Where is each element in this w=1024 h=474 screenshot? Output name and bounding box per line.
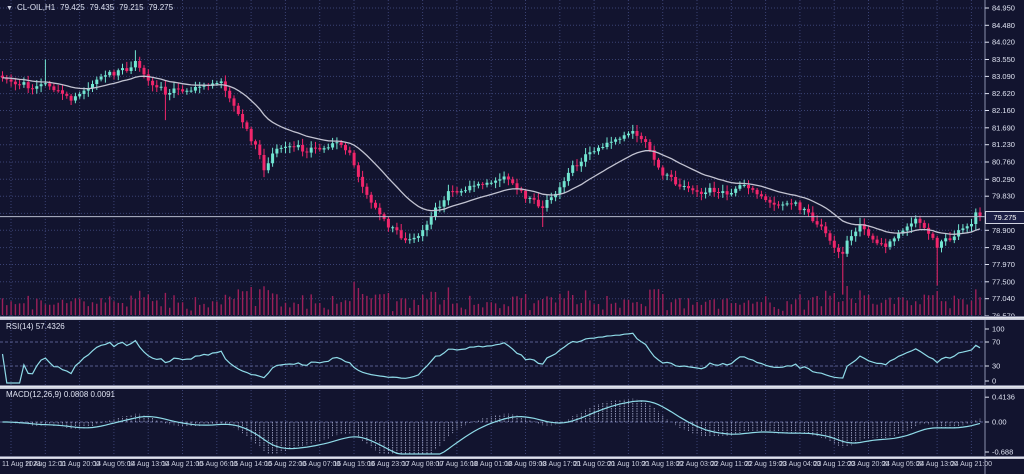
time-label: 15 Aug 22:00 — [264, 461, 307, 468]
time-label: 23 Aug 20:00 — [847, 461, 890, 468]
time-label: 14 Aug 05:00 — [93, 461, 135, 468]
rsi-tick-label: 100 — [992, 325, 1005, 334]
price-tick-label: 82.160 — [992, 106, 1015, 115]
time-label: 16 Aug 15:00 — [333, 461, 375, 468]
price-tick-label: 77.040 — [992, 294, 1015, 303]
time-label: 21 Aug 02:00 — [573, 461, 615, 468]
time-label: 22 Aug 11:00 — [710, 461, 752, 468]
rsi-name: RSI(14) — [6, 322, 34, 331]
quote-close: 79.275 — [148, 3, 174, 12]
time-label: 14 Aug 13:00 — [127, 461, 169, 468]
rsi-value: 57.4326 — [35, 322, 65, 331]
macd-histogram — [6, 398, 981, 454]
price-tick-label: 84.480 — [992, 21, 1015, 30]
time-label: 22 Aug 19:00 — [744, 461, 787, 468]
time-label: 24 Aug 13:00 — [916, 461, 958, 468]
current-price-badge: 79.275 — [985, 211, 1024, 224]
price-tick-label: 77.970 — [992, 260, 1015, 269]
price-tick-label: 81.690 — [992, 123, 1015, 132]
time-label: 21 Aug 18:00 — [642, 461, 684, 468]
main-chart-panel[interactable] — [0, 7, 985, 317]
symbol-marker-icon[interactable]: ▼ — [6, 5, 13, 12]
quote-overlay: ▼ CL-OIL,H1 79.425 79.435 79.215 79.275 — [6, 3, 173, 12]
rsi-tick-label: 0 — [992, 377, 996, 386]
macd-tick-label: 0.4136 — [992, 393, 1015, 402]
price-tick-label: 84.950 — [992, 4, 1015, 13]
price-tick-label: 80.760 — [992, 158, 1015, 167]
moving-average-line — [2, 75, 981, 235]
price-tick-label: 83.090 — [992, 72, 1015, 81]
price-tick-label: 77.500 — [992, 277, 1015, 286]
quote-low: 79.215 — [119, 3, 144, 12]
volume-bars — [1, 281, 981, 315]
price-tick-label: 84.020 — [992, 38, 1015, 47]
time-label: 16 Aug 07:00 — [299, 461, 341, 468]
time-label: 14 Aug 21:00 — [161, 461, 204, 468]
price-axis[interactable]: 84.950 84.480 84.020 83.550 83.090 82.620 82.1… — [984, 0, 1015, 474]
time-label: 23 Aug 04:00 — [779, 461, 821, 468]
time-label: 18 Aug 01:00 — [470, 461, 512, 468]
panel-splitter[interactable] — [0, 385, 1024, 389]
rsi-tick-label: 70 — [992, 338, 1000, 347]
panel-splitter[interactable] — [0, 316, 1024, 320]
time-label: 17 Aug 16:00 — [436, 461, 478, 468]
price-tick-label: 81.230 — [992, 140, 1015, 149]
time-axis[interactable]: 11 Aug 2023 11 Aug 12:00 11 Aug 20:00 14 Au… — [0, 459, 1024, 474]
macd-panel[interactable] — [0, 398, 985, 455]
time-label: 18 Aug 09:00 — [504, 461, 547, 468]
time-label: 23 Aug 12:00 — [813, 461, 855, 468]
macd-tick-label: -0.688 — [992, 448, 1013, 457]
macd-tick-label: 0.00 — [992, 418, 1007, 427]
candle-bodies-down — [1, 61, 982, 254]
price-gridlines — [0, 7, 985, 317]
macd-values: 0.0808 0.0091 — [63, 390, 115, 399]
price-tick-label: 78.900 — [992, 226, 1015, 235]
rsi-label: RSI(14) 57.4326 — [6, 322, 65, 331]
macd-signal-line — [2, 400, 981, 455]
time-label: 24 Aug 21:00 — [950, 461, 993, 468]
time-label: 16 Aug 23:00 — [367, 461, 409, 468]
time-label: 24 Aug 05:00 — [882, 461, 924, 468]
time-label: 18 Aug 17:00 — [539, 461, 581, 468]
time-label: 15 Aug 14:00 — [230, 461, 272, 468]
time-label: 21 Aug 10:00 — [607, 461, 650, 468]
panel-splitter[interactable] — [0, 456, 1024, 459]
rsi-tick-label: 30 — [992, 362, 1000, 371]
time-label: 11 Aug 12:00 — [24, 461, 66, 468]
quote-high: 79.435 — [89, 3, 115, 12]
quote-open: 79.425 — [60, 3, 85, 12]
time-label: 17 Aug 08:00 — [401, 461, 444, 468]
time-label: 11 Aug 2023 — [2, 461, 41, 468]
macd-label: MACD(12,26,9) 0.0808 0.0091 — [6, 390, 115, 399]
rsi-panel[interactable] — [0, 332, 985, 384]
rsi-line — [1, 332, 981, 384]
price-tick-label: 79.830 — [992, 192, 1015, 201]
price-tick-label: 83.550 — [992, 55, 1015, 64]
time-label: 15 Aug 06:00 — [196, 461, 238, 468]
symbol-title: CL-OIL,H1 — [16, 3, 56, 12]
price-tick-label: 80.290 — [992, 175, 1015, 184]
time-label: 22 Aug 03:00 — [676, 461, 718, 468]
time-label: 11 Aug 20:00 — [59, 461, 100, 468]
price-tick-label: 78.430 — [992, 243, 1015, 252]
price-tick-label: 82.620 — [992, 89, 1015, 98]
macd-name: MACD(12,26,9) — [6, 390, 62, 399]
